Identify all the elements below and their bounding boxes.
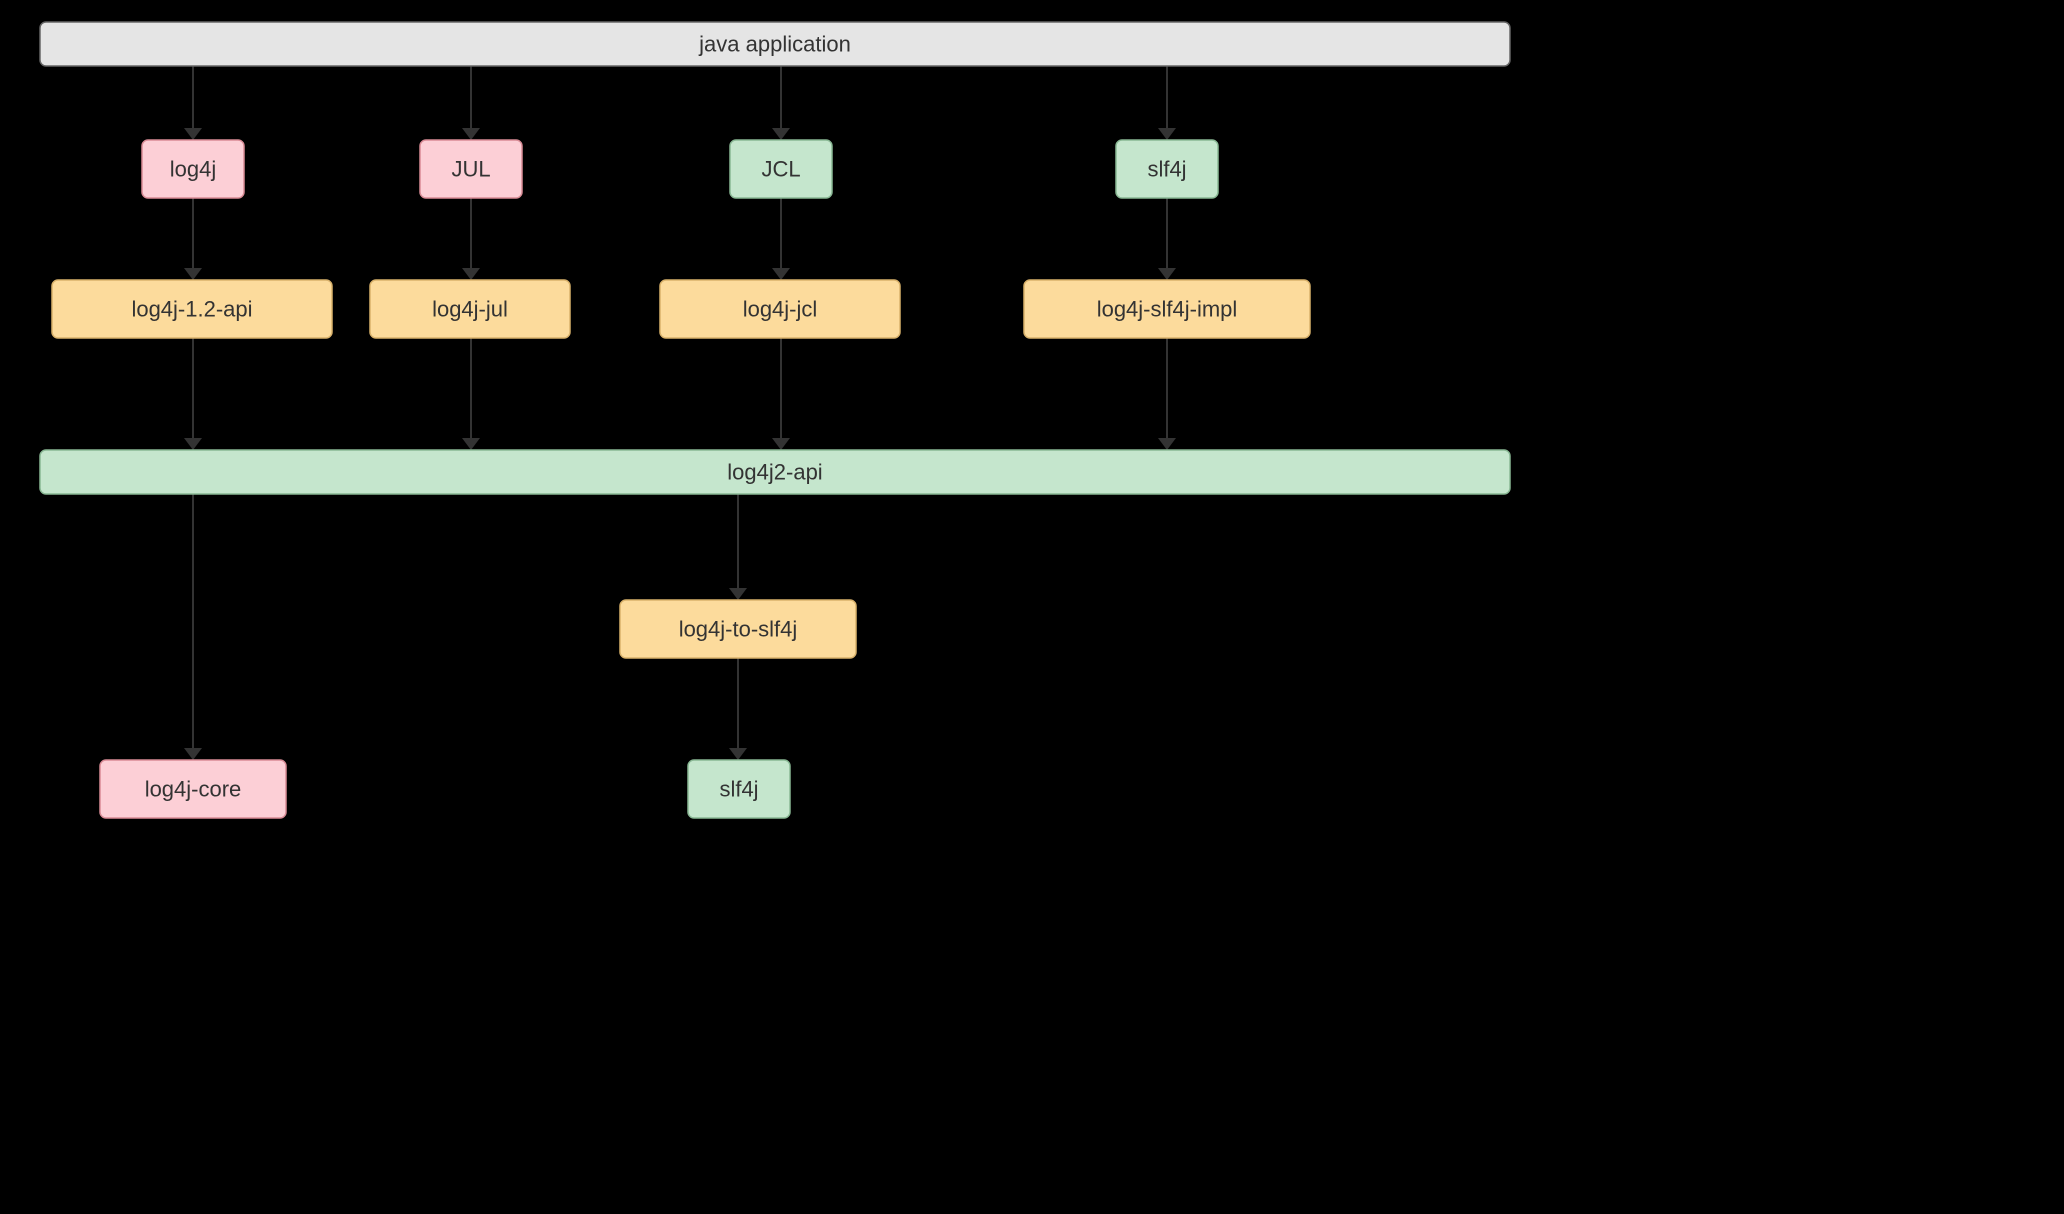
node-label-log4j2_api: log4j2-api	[727, 460, 822, 485]
node-label-slf4j_bottom: slf4j	[719, 777, 758, 802]
node-jcl: JCL	[730, 140, 832, 198]
node-label-log4j_jul: log4j-jul	[432, 297, 508, 322]
node-log4j_12_api: log4j-1.2-api	[52, 280, 332, 338]
node-label-log4j_jcl: log4j-jcl	[743, 297, 818, 322]
node-label-log4j: log4j	[170, 157, 216, 182]
node-slf4j_top: slf4j	[1116, 140, 1218, 198]
node-log4j2_api: log4j2-api	[40, 450, 1510, 494]
node-label-log4j_12_api: log4j-1.2-api	[131, 297, 252, 322]
node-log4j_to_slf4j: log4j-to-slf4j	[620, 600, 856, 658]
node-label-java_app: java application	[698, 32, 851, 57]
node-java_app: java application	[40, 22, 1510, 66]
node-log4j_core: log4j-core	[100, 760, 286, 818]
node-log4j_slf4j_impl: log4j-slf4j-impl	[1024, 280, 1310, 338]
node-label-jcl: JCL	[761, 157, 800, 182]
node-log4j: log4j	[142, 140, 244, 198]
flowchart-canvas: java application log4j JUL JCL slf4j log4j-1.…	[0, 0, 1548, 910]
node-log4j_jul: log4j-jul	[370, 280, 570, 338]
node-jul: JUL	[420, 140, 522, 198]
node-label-log4j_core: log4j-core	[145, 777, 242, 802]
nodes-layer: java application log4j JUL JCL slf4j log4j-1.…	[40, 22, 1510, 818]
node-slf4j_bottom: slf4j	[688, 760, 790, 818]
node-label-log4j_slf4j_impl: log4j-slf4j-impl	[1097, 297, 1238, 322]
node-label-log4j_to_slf4j: log4j-to-slf4j	[679, 617, 798, 642]
node-log4j_jcl: log4j-jcl	[660, 280, 900, 338]
node-label-slf4j_top: slf4j	[1147, 157, 1186, 182]
node-label-jul: JUL	[451, 157, 490, 182]
